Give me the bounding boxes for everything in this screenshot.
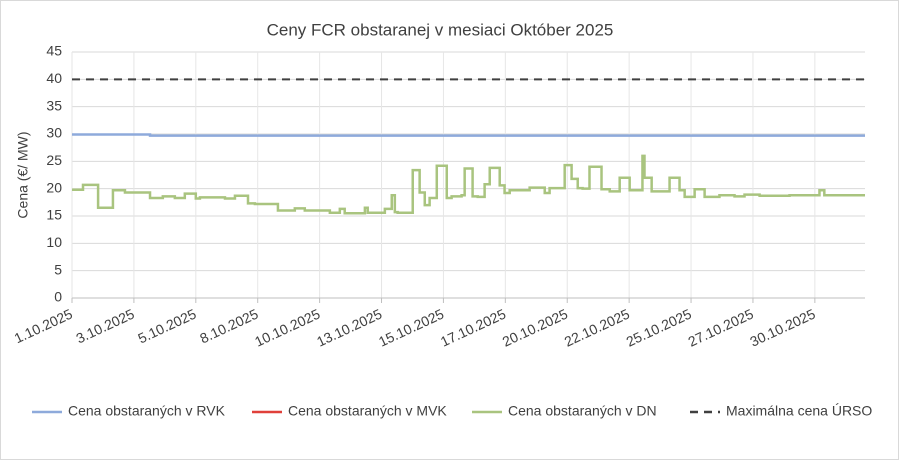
- y-tick-label: 15: [46, 207, 62, 223]
- y-tick-label: 25: [46, 152, 62, 168]
- y-tick-label: 40: [46, 70, 62, 86]
- series-line: [72, 133, 865, 137]
- legend-label: Cena obstaraných v DN: [508, 403, 657, 419]
- series-line: [72, 154, 865, 215]
- y-tick-label: 30: [46, 125, 62, 141]
- y-tick-label: 45: [46, 43, 62, 59]
- y-tick-label: 5: [54, 261, 62, 277]
- chart-title: Ceny FCR obstaranej v mesiaci Október 20…: [267, 20, 614, 39]
- legend-label: Cena obstaraných v RVK: [68, 403, 226, 419]
- legend-label: Cena obstaraných v MVK: [288, 403, 447, 419]
- y-axis-label: Cena (€/ MW): [15, 131, 31, 218]
- y-tick-label: 0: [54, 289, 62, 305]
- y-tick-label: 10: [46, 234, 62, 250]
- legend-label: Maximálna cena ÚRSO: [726, 403, 872, 419]
- y-tick-label: 35: [46, 97, 62, 113]
- y-tick-label: 20: [46, 179, 62, 195]
